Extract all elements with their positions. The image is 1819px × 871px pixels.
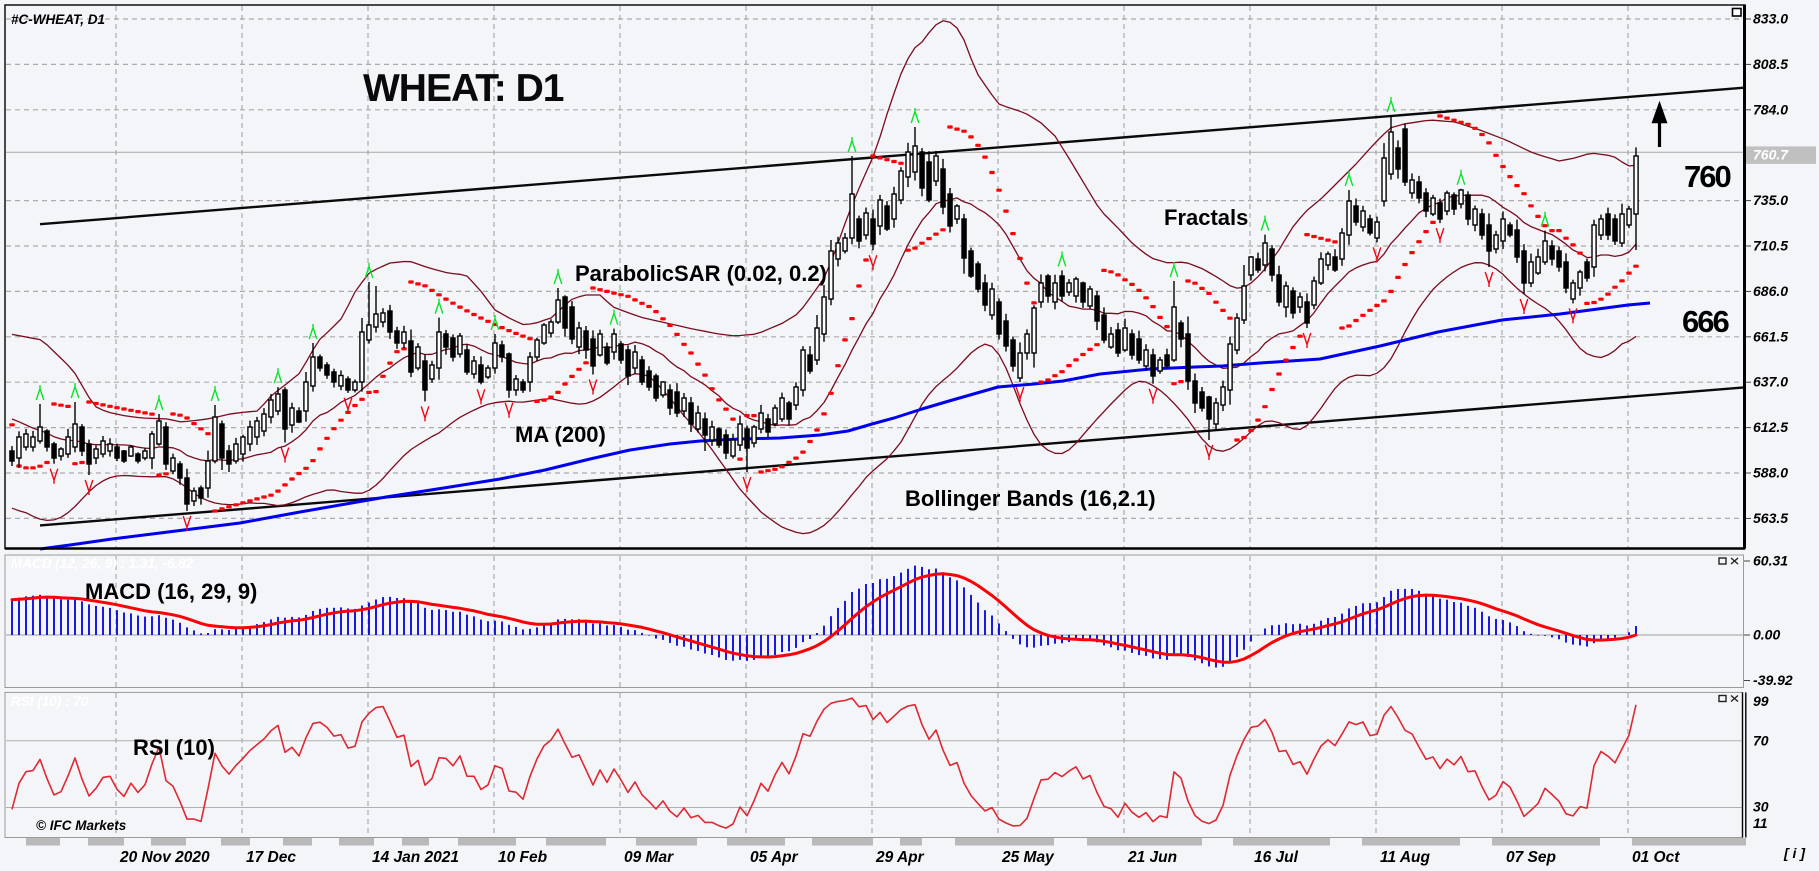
svg-text:RSI (10): RSI (10) <box>133 735 215 760</box>
svg-text:07 Sep: 07 Sep <box>1506 849 1556 866</box>
svg-text:05 Apr: 05 Apr <box>750 849 799 866</box>
svg-text:70: 70 <box>1753 732 1769 748</box>
svg-text:661.5: 661.5 <box>1753 328 1788 344</box>
svg-text:WHEAT: D1: WHEAT: D1 <box>363 67 564 110</box>
svg-text:MACD (12, 26, 9) : 1.31, -6.82: MACD (12, 26, 9) : 1.31, -6.82 <box>11 556 194 571</box>
svg-text:563.5: 563.5 <box>1753 510 1788 526</box>
svg-text:MACD (16, 29, 9): MACD (16, 29, 9) <box>85 579 257 604</box>
svg-text:#C-WHEAT, D1: #C-WHEAT, D1 <box>11 12 105 27</box>
svg-text:© IFC Markets: © IFC Markets <box>36 818 127 833</box>
svg-text:16 Jul: 16 Jul <box>1254 849 1299 866</box>
svg-text:760.7: 760.7 <box>1753 147 1789 163</box>
svg-text:735.0: 735.0 <box>1753 192 1788 208</box>
svg-text:30: 30 <box>1753 798 1769 814</box>
svg-text:99: 99 <box>1753 693 1769 709</box>
svg-text:29 Apr: 29 Apr <box>875 849 925 866</box>
svg-text:686.0: 686.0 <box>1753 283 1788 299</box>
svg-text:[ i ]: [ i ] <box>1783 845 1806 861</box>
svg-text:833.0: 833.0 <box>1753 11 1788 27</box>
svg-text:RSI (10) : 70: RSI (10) : 70 <box>11 694 89 709</box>
svg-text:ParabolicSAR (0.02, 0.2): ParabolicSAR (0.02, 0.2) <box>575 261 827 286</box>
svg-text:-39.92: -39.92 <box>1753 672 1793 688</box>
svg-text:588.0: 588.0 <box>1753 465 1788 481</box>
svg-text:808.5: 808.5 <box>1753 56 1788 72</box>
svg-text:21 Jun: 21 Jun <box>1127 849 1177 866</box>
svg-text:11: 11 <box>1753 815 1768 831</box>
svg-text:14 Jan 2021: 14 Jan 2021 <box>372 849 459 866</box>
svg-text:612.5: 612.5 <box>1753 419 1788 435</box>
svg-text:10 Feb: 10 Feb <box>498 849 548 866</box>
svg-text:0.00: 0.00 <box>1753 627 1780 643</box>
svg-text:17 Dec: 17 Dec <box>246 849 296 866</box>
svg-text:01 Oct: 01 Oct <box>1632 849 1680 866</box>
svg-text:637.0: 637.0 <box>1753 374 1788 390</box>
svg-text:Fractals: Fractals <box>1164 205 1248 230</box>
svg-text:710.5: 710.5 <box>1753 238 1788 254</box>
svg-text:09 Mar: 09 Mar <box>624 849 674 866</box>
svg-text:20 Nov 2020: 20 Nov 2020 <box>119 849 210 866</box>
svg-text:11 Aug: 11 Aug <box>1380 849 1430 866</box>
svg-text:784.0: 784.0 <box>1753 101 1788 117</box>
svg-text:Bollinger Bands (16,2.1): Bollinger Bands (16,2.1) <box>905 486 1156 511</box>
svg-text:MA (200): MA (200) <box>515 422 606 447</box>
svg-text:60.31: 60.31 <box>1753 553 1788 569</box>
svg-text:25 May: 25 May <box>1001 849 1055 866</box>
svg-text:666: 666 <box>1682 304 1729 339</box>
svg-text:760: 760 <box>1684 159 1730 194</box>
